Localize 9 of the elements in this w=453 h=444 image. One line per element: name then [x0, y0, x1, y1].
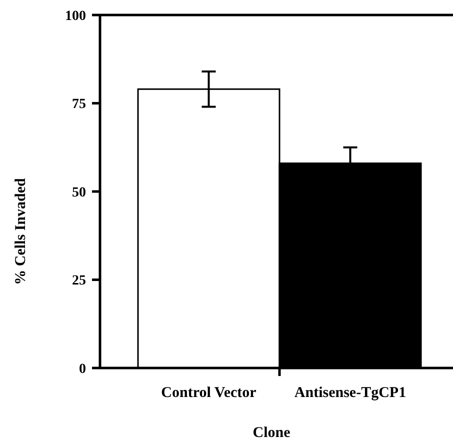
y-tick-label: 25: [72, 274, 86, 289]
y-tick-label: 0: [79, 362, 86, 377]
y-tick-label: 100: [65, 8, 86, 24]
x-axis-title: Clone: [252, 425, 291, 441]
x-tick-label: Control Vector: [161, 385, 257, 401]
y-tick-label: 50: [72, 185, 86, 200]
y-axis-title: % Cells Invaded: [13, 178, 29, 285]
x-tick-label: Antisense-TgCP1: [294, 385, 406, 401]
y-tick-label: 75: [72, 97, 86, 112]
